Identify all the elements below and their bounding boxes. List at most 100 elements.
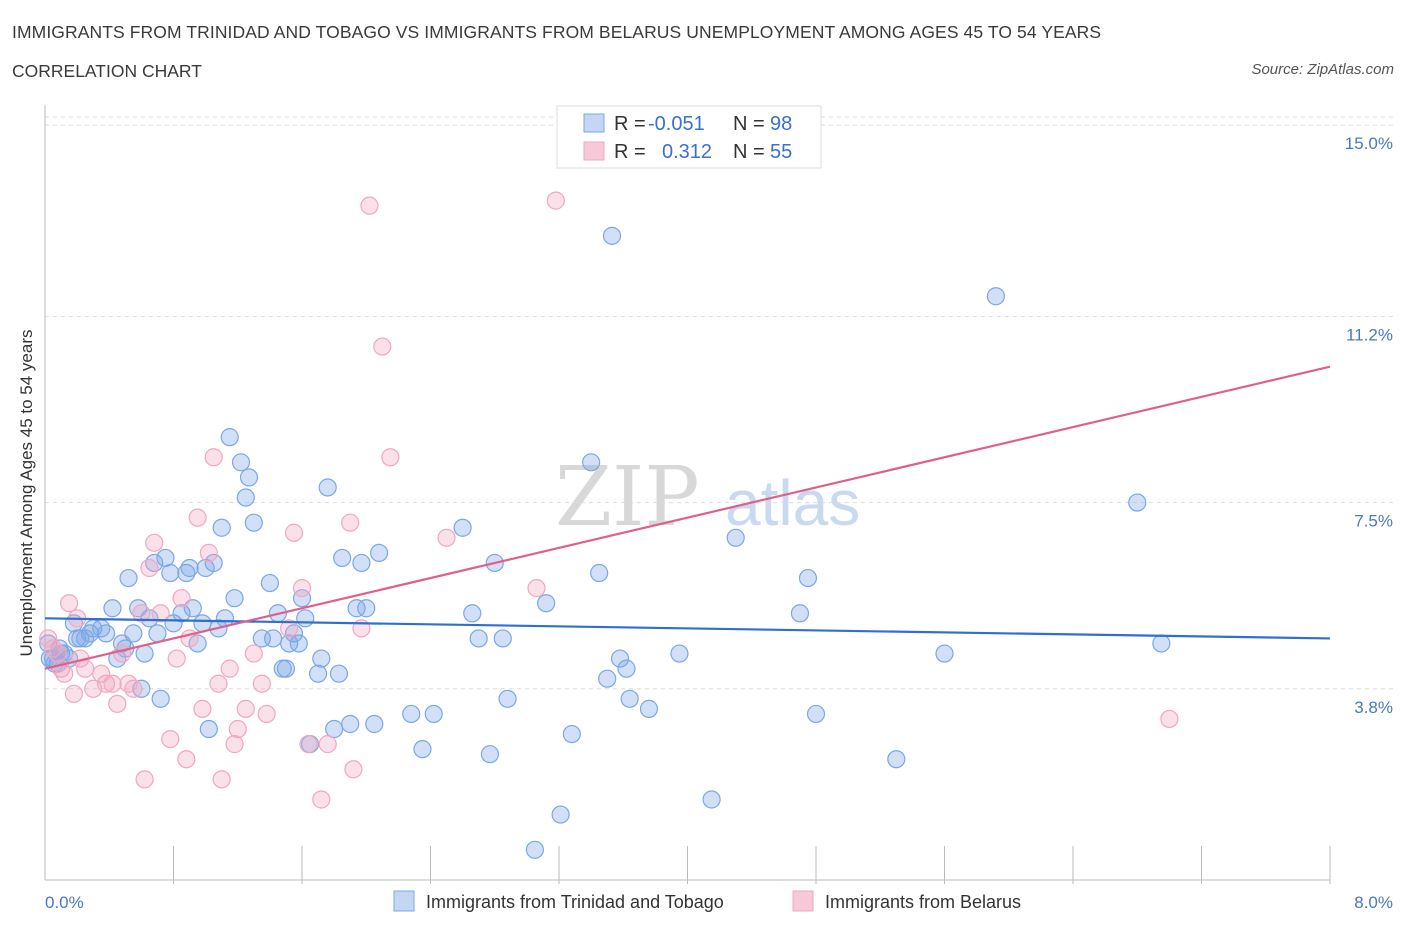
point-trinidad bbox=[498, 689, 517, 708]
point-belarus bbox=[292, 579, 312, 598]
point-trinidad bbox=[525, 840, 545, 859]
point-belarus bbox=[437, 528, 456, 547]
point-trinidad bbox=[244, 513, 263, 532]
point-trinidad bbox=[790, 604, 810, 623]
point-belarus bbox=[220, 659, 239, 678]
point-trinidad bbox=[296, 609, 315, 628]
point-trinidad bbox=[798, 568, 818, 588]
x-ticks bbox=[173, 846, 1331, 884]
point-belarus bbox=[212, 770, 231, 789]
chart-source: Source: ZipAtlas.com bbox=[1251, 61, 1394, 78]
point-belarus bbox=[299, 735, 318, 754]
point-trinidad bbox=[80, 624, 100, 643]
point-trinidad bbox=[177, 563, 196, 583]
series-legend: Immigrants from Trinidad and Tobago Immi… bbox=[393, 890, 1021, 912]
point-belarus bbox=[225, 735, 244, 754]
point-trinidad bbox=[702, 790, 721, 809]
point-belarus bbox=[1160, 709, 1179, 729]
stats-legend: R = -0.051 N = 98 R = 0.312 N = 55 bbox=[556, 105, 822, 169]
point-trinidad bbox=[156, 548, 175, 568]
point-trinidad bbox=[617, 659, 636, 678]
point-trinidad bbox=[726, 528, 745, 547]
point-belarus bbox=[252, 674, 271, 693]
point-trinidad bbox=[493, 629, 512, 648]
legend-r-label-1: R = bbox=[614, 113, 646, 135]
point-belarus bbox=[199, 543, 218, 562]
point-trinidad bbox=[220, 428, 239, 447]
point-trinidad bbox=[103, 599, 122, 618]
trend-lines bbox=[44, 365, 1331, 670]
point-belarus bbox=[55, 664, 74, 683]
point-belarus bbox=[151, 604, 170, 623]
point-trinidad bbox=[151, 689, 170, 708]
point-belarus bbox=[59, 594, 79, 613]
point-belarus bbox=[43, 639, 63, 658]
point-belarus bbox=[360, 196, 379, 215]
point-trinidad bbox=[562, 724, 581, 744]
point-trinidad bbox=[225, 589, 244, 608]
point-belarus bbox=[188, 508, 207, 527]
point-belarus bbox=[108, 694, 127, 713]
point-belarus bbox=[280, 619, 299, 638]
point-belarus bbox=[546, 191, 565, 210]
y-tick-label: 7.5% bbox=[1354, 512, 1393, 531]
point-trinidad bbox=[312, 649, 331, 668]
point-trinidad bbox=[276, 659, 296, 678]
x-tick-label-max: 8.0% bbox=[1354, 893, 1393, 912]
legend-r-value-1: -0.051 bbox=[648, 113, 705, 135]
point-trinidad bbox=[602, 226, 622, 245]
point-trinidad bbox=[639, 699, 659, 718]
point-belarus bbox=[96, 674, 116, 693]
grid-lines bbox=[45, 116, 1395, 690]
point-belarus bbox=[244, 644, 263, 663]
point-trinidad bbox=[620, 689, 639, 708]
legend-r-value-2: 0.312 bbox=[662, 141, 712, 163]
point-belarus bbox=[228, 719, 247, 739]
point-trinidad bbox=[1152, 634, 1171, 653]
point-belarus bbox=[318, 735, 337, 754]
point-trinidad bbox=[212, 518, 231, 537]
point-trinidad bbox=[329, 664, 349, 683]
point-trinidad bbox=[318, 478, 337, 497]
point-trinidad bbox=[402, 704, 421, 724]
point-trinidad bbox=[204, 553, 223, 573]
point-belarus bbox=[177, 750, 196, 769]
point-belarus bbox=[39, 629, 58, 648]
point-trinidad bbox=[263, 629, 283, 648]
point-trinidad bbox=[610, 649, 630, 668]
point-trinidad bbox=[935, 644, 954, 663]
point-belarus bbox=[204, 448, 223, 467]
point-trinidad bbox=[424, 704, 443, 724]
point-belarus bbox=[284, 523, 304, 542]
chart-subtitle: CORRELATION CHART bbox=[12, 61, 202, 81]
point-trinidad bbox=[180, 558, 199, 578]
trend-line-trinidad bbox=[44, 617, 1331, 640]
point-trinidad bbox=[1128, 493, 1147, 512]
point-trinidad bbox=[582, 453, 601, 472]
point-trinidad bbox=[463, 604, 482, 623]
chart-title: IMMIGRANTS FROM TRINIDAD AND TOBAGO VS I… bbox=[12, 22, 1102, 42]
series-trinidad-points bbox=[39, 226, 1171, 859]
legend-n-value-1: 98 bbox=[770, 113, 792, 135]
point-belarus bbox=[103, 674, 122, 693]
point-trinidad bbox=[598, 669, 617, 688]
bottom-legend-label-belarus: Immigrants from Belarus bbox=[825, 892, 1021, 912]
point-trinidad bbox=[124, 624, 143, 643]
point-trinidad bbox=[308, 664, 328, 683]
point-trinidad bbox=[148, 624, 167, 643]
point-trinidad bbox=[887, 750, 906, 769]
legend-swatch-belarus bbox=[583, 141, 605, 161]
point-trinidad bbox=[289, 634, 308, 653]
y-tick-label: 3.8% bbox=[1354, 698, 1393, 717]
point-trinidad bbox=[365, 714, 384, 734]
bottom-legend-label-trinidad: Immigrants from Trinidad and Tobago bbox=[426, 892, 724, 912]
legend-swatch-trinidad bbox=[583, 113, 605, 133]
point-trinidad bbox=[161, 563, 180, 583]
legend-r-label-2: R = bbox=[614, 141, 646, 163]
point-belarus bbox=[124, 679, 143, 698]
point-belarus bbox=[373, 337, 392, 356]
point-belarus bbox=[145, 533, 164, 552]
bottom-legend-swatch-belarus bbox=[792, 890, 814, 912]
legend-n-label-2: N = bbox=[733, 141, 765, 163]
